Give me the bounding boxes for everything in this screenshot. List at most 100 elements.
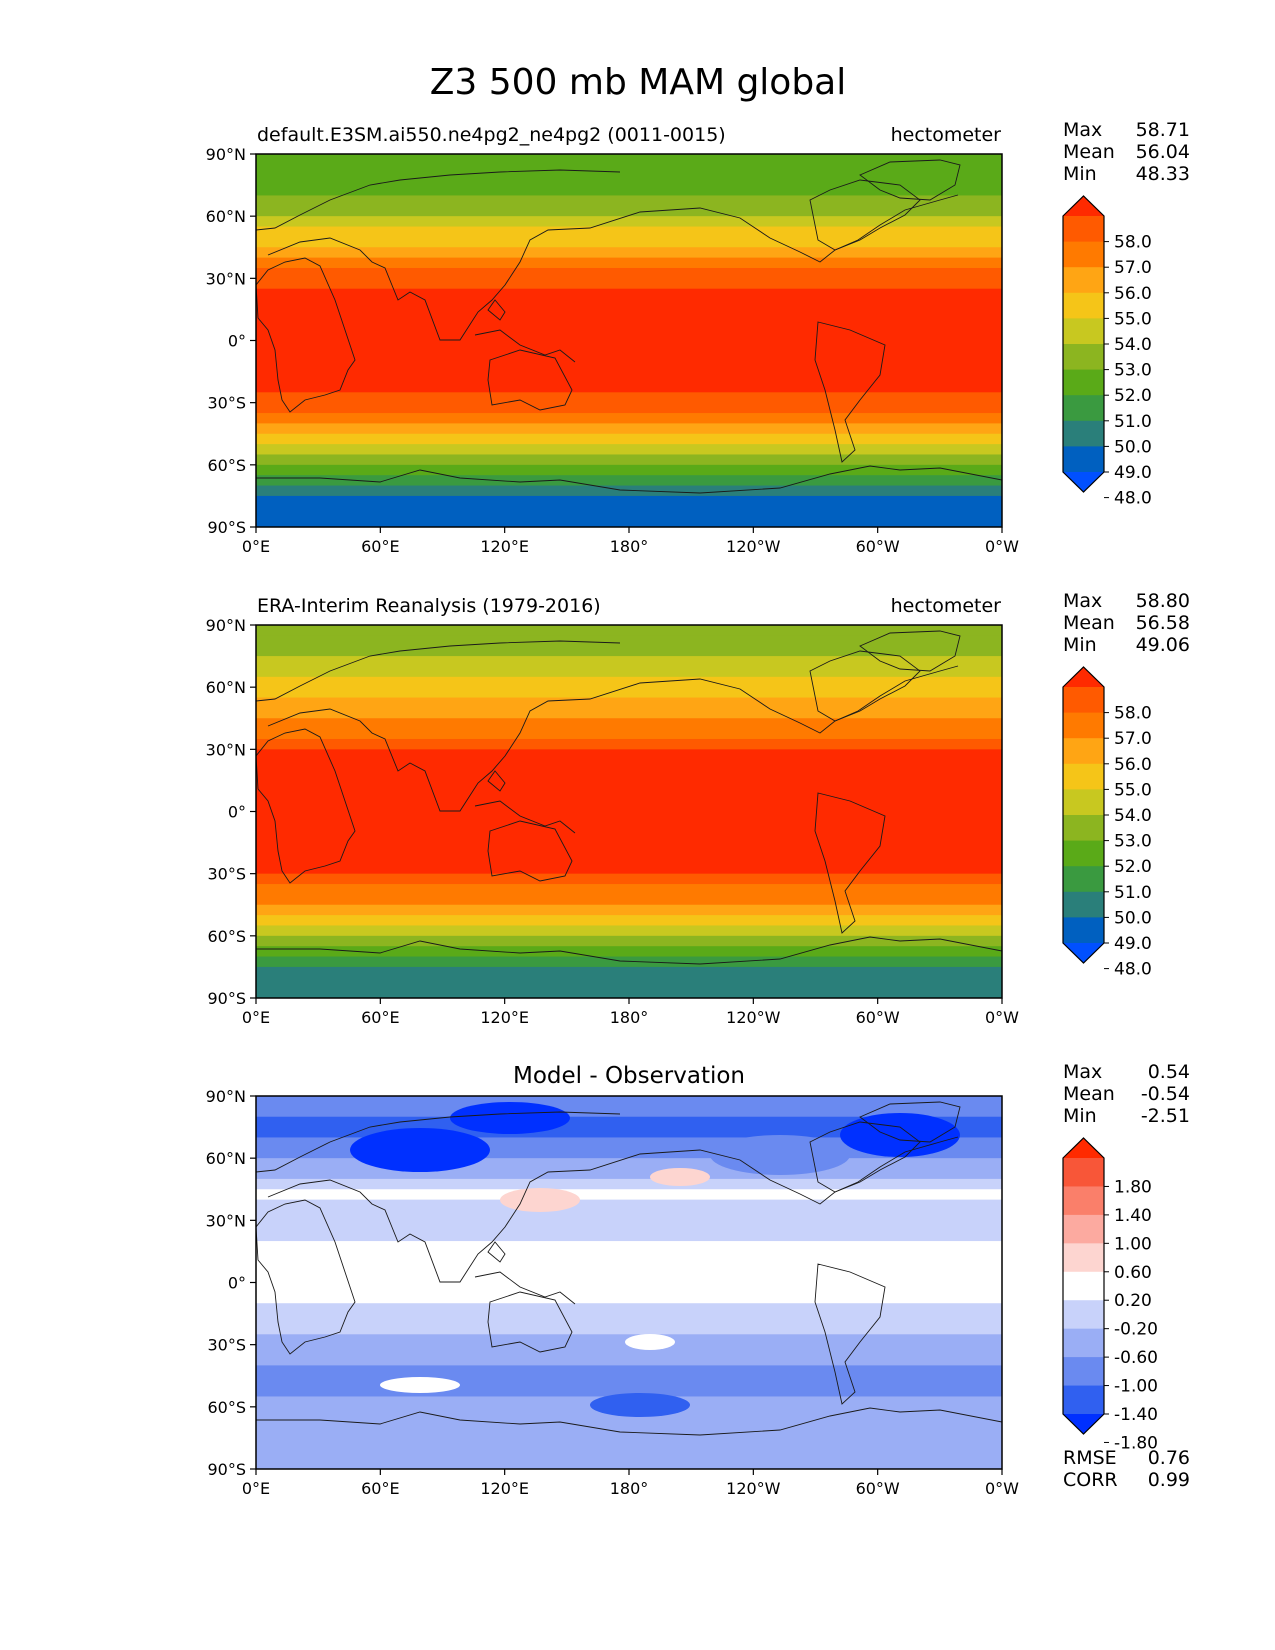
colorbar-tick-label: 55.0 [1114,309,1152,329]
colorbar: 1.80 1.40 1.00 0.60 0.20 -0.20 -0.60 -1.00 -1.40… [1062,1137,1158,1453]
contour-band [256,956,1002,968]
lon-axis: 0°E 60°E 120°E 180° 120°W 60°W 0°W [242,527,1019,556]
colorbar-extend-min [1063,1414,1104,1434]
lat-tick-label: 60°S [207,456,246,475]
contour-band [256,205,1002,217]
lat-tick-label: 90°N [206,145,246,164]
lat-tick-label: 60°N [206,207,246,226]
stats-block: Max 0.54 Mean -0.54 Min -2.51 [1063,1061,1190,1127]
lon-tick-label: 120°W [726,1008,781,1027]
contour-band [256,1375,1002,1387]
colorbar-tick-label: 56.0 [1114,284,1152,304]
contour-band [256,687,1002,699]
lon-axis: 0°E 60°E 120°E 180° 120°W 60°W 0°W [242,998,1019,1027]
contour-band [256,666,1002,678]
metric-rmse-value: 0.76 [1148,1447,1190,1469]
stat-max-value: 58.80 [1136,590,1190,612]
colorbar-segment [1063,738,1104,765]
stat-min-value: 48.33 [1136,163,1190,185]
lon-tick-label: 0°W [985,537,1019,556]
colorbar-segment [1063,1186,1104,1216]
contour-band [256,852,1002,864]
contour-band [256,1261,1002,1284]
contour-band [256,935,1002,947]
colorbar-segment [1063,1243,1104,1273]
lon-tick-label: 60°W [856,537,900,556]
colorbar-segment [1063,395,1104,422]
colorbar-extend-max [1063,1138,1104,1158]
lat-tick-label: 90°S [207,518,246,537]
colorbar-tick-label: 55.0 [1114,780,1152,800]
contour-band [256,506,1002,518]
coastlines [256,630,1002,965]
colorbar-tick-label: 1.80 [1114,1177,1152,1197]
lon-tick-label: 0°W [985,1479,1019,1498]
colorbar-tick-label: 58.0 [1114,233,1152,253]
lat-tick-label: 30°S [207,865,246,884]
colorbar-tick-label: 52.0 [1114,857,1152,877]
lon-axis: 0°E 60°E 120°E 180° 120°W 60°W 0°W [242,1469,1019,1498]
lat-tick-label: 30°N [206,1211,246,1230]
contour-band [256,759,1002,771]
colorbar-segment [1063,866,1104,893]
contour-band [256,516,1002,527]
colorbar-segment [1063,1271,1104,1301]
lon-tick-label: 0°E [242,537,270,556]
contour-band [256,656,1002,668]
contour-band [256,1147,1002,1159]
lat-tick-label: 30°N [206,269,246,288]
lon-tick-label: 0°E [242,1479,270,1498]
lat-axis: 90°N 60°N 30°N 0° 30°S 60°S 90°S [206,616,256,1008]
contour-band [256,1417,1002,1429]
colorbar-segment [1063,1357,1104,1386]
lat-tick-label: 90°N [206,616,246,635]
contour-band [256,738,1002,750]
contour-band [256,464,1002,476]
contour-band [256,1158,1002,1170]
contour-band [256,1458,1002,1469]
lon-tick-label: 0°E [242,1008,270,1027]
lat-axis: 90°N 60°N 30°N 0° 30°S 60°S 90°S [206,1087,256,1479]
figure-title: Z3 500 mb MAM global [430,62,847,103]
colorbar-tick-label: 53.0 [1114,832,1152,852]
contour-band [256,987,1002,998]
contour-band [256,444,1002,456]
contour-band [256,257,1002,269]
colorbar-segment [1063,1300,1104,1330]
contour-band [256,925,1002,937]
map-plot [256,625,1002,998]
contour-band [256,1282,1002,1304]
contour-band [256,625,1002,636]
metric-corr-value: 0.99 [1148,1469,1190,1491]
contour-band [256,1323,1002,1335]
contour-band [256,718,1002,730]
stat-min-label: Min [1063,634,1097,656]
contour-band [256,299,1002,321]
lon-tick-label: 120°E [480,1008,529,1027]
colorbar-segment [1063,815,1104,841]
contour-band [256,1386,1002,1398]
contour-band [256,454,1002,466]
colorbar-tick-label: 58.0 [1114,704,1152,724]
stat-min-label: Min [1063,1105,1097,1127]
panel-title-center: Model - Observation [513,1063,745,1089]
lat-tick-label: 30°N [206,740,246,759]
stat-max-label: Max [1063,590,1102,612]
stat-mean-label: Mean [1063,141,1115,163]
contour-band [256,863,1002,875]
colorbar-segment [1063,216,1104,242]
stat-max-label: Max [1063,1061,1102,1083]
lon-tick-label: 120°E [480,1479,529,1498]
colorbar-segment [1063,292,1104,319]
panel-title-right: hectometer [891,124,1002,146]
contour-band [256,832,1002,854]
panel-model: default.E3SM.ai550.ne4pg2_ne4pg2 (0011-0… [206,119,1190,556]
contour-band [256,1209,1002,1221]
colorbar-tick-label: 48.0 [1114,960,1152,980]
colorbar-segment [1063,241,1104,268]
colorbar-tick-label: 0.60 [1114,1263,1152,1283]
contour-band [256,697,1002,709]
contour-band [256,977,1002,989]
contour-band [256,392,1002,404]
lat-tick-label: 60°N [206,1149,246,1168]
